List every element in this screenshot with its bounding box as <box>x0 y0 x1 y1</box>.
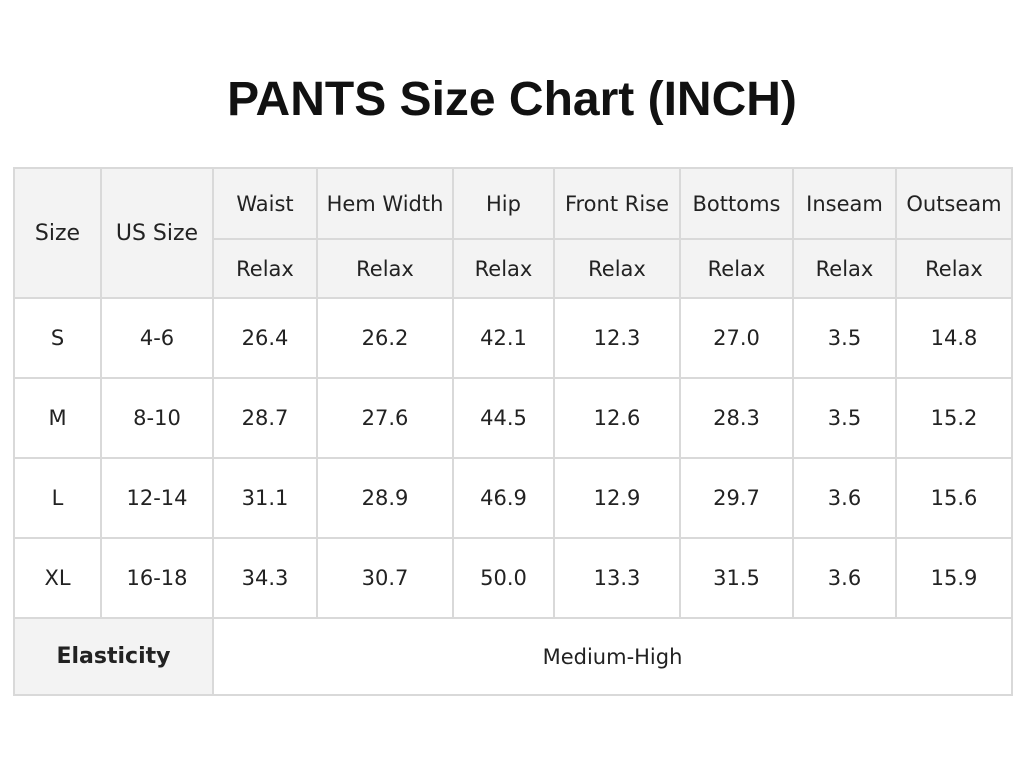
subheader-cell: Relax <box>452 238 555 299</box>
subheader-cell: Relax <box>792 238 897 299</box>
data-cell: 28.3 <box>679 377 794 459</box>
data-cell: 16-18 <box>100 537 214 619</box>
data-row: XL 16-18 34.3 30.7 50.0 13.3 31.5 3.6 15.9 <box>13 537 1013 619</box>
header-cell: Waist <box>212 167 318 240</box>
subheader-cell: Relax <box>895 238 1013 299</box>
footer-row: Elasticity Medium-High <box>13 617 1013 696</box>
header-row: Size US Size Waist Hem Width Hip Front Rise Bo… <box>13 167 1013 299</box>
data-row: M 8-10 28.7 27.6 44.5 12.6 28.3 3.5 15.2 <box>13 377 1013 459</box>
subheader-cell: Relax <box>679 238 794 299</box>
data-cell: 31.5 <box>679 537 794 619</box>
data-cell: 3.6 <box>792 537 897 619</box>
data-cell: 29.7 <box>679 457 794 539</box>
data-cell: 15.2 <box>895 377 1013 459</box>
data-cell: 3.5 <box>792 297 897 379</box>
subheader-cell: Relax <box>212 238 318 299</box>
data-cell: 15.6 <box>895 457 1013 539</box>
data-cell: 34.3 <box>212 537 318 619</box>
title: PANTS Size Chart (INCH) <box>227 73 797 126</box>
data-cell: 12-14 <box>100 457 214 539</box>
header-cell: Inseam <box>792 167 897 240</box>
data-cell: 42.1 <box>452 297 555 379</box>
data-row: L 12-14 31.1 28.9 46.9 12.9 29.7 3.6 15.6 <box>13 457 1013 539</box>
data-cell: 3.6 <box>792 457 897 539</box>
footer-value: Medium-High <box>212 617 1013 696</box>
header-cell: Outseam <box>895 167 1013 240</box>
data-cell: 27.6 <box>316 377 454 459</box>
data-row: S 4-6 26.4 26.2 42.1 12.3 27.0 3.5 14.8 <box>13 297 1013 379</box>
data-cell: M <box>13 377 102 459</box>
data-cell: XL <box>13 537 102 619</box>
data-cell: 15.9 <box>895 537 1013 619</box>
subheader-cell: Relax <box>316 238 454 299</box>
data-cell: 13.3 <box>553 537 681 619</box>
data-cell: 28.7 <box>212 377 318 459</box>
header-cell: Front Rise <box>553 167 681 240</box>
data-cell: 27.0 <box>679 297 794 379</box>
header-cell: Hem Width <box>316 167 454 240</box>
data-cell: 46.9 <box>452 457 555 539</box>
data-cell: 8-10 <box>100 377 214 459</box>
data-cell: 44.5 <box>452 377 555 459</box>
data-cell: 26.4 <box>212 297 318 379</box>
header-cell: Hip <box>452 167 555 240</box>
size-table: Size US Size Waist Hem Width Hip Front Rise Bo… <box>13 167 1013 696</box>
data-cell: 14.8 <box>895 297 1013 379</box>
data-cell: 12.9 <box>553 457 681 539</box>
header-cell: Bottoms <box>679 167 794 240</box>
data-cell: 3.5 <box>792 377 897 459</box>
subheader-row: Relax Relax Relax Relax Relax Relax Relax <box>14 238 1013 299</box>
subheader-cell: Relax <box>553 238 681 299</box>
data-cell: L <box>13 457 102 539</box>
data-cell: 12.6 <box>553 377 681 459</box>
data-cell: 12.3 <box>553 297 681 379</box>
data-cell: 50.0 <box>452 537 555 619</box>
footer-label: Elasticity <box>13 617 214 696</box>
header-cell: US Size <box>100 167 214 299</box>
data-cell: 28.9 <box>316 457 454 539</box>
data-cell: S <box>13 297 102 379</box>
data-cell: 31.1 <box>212 457 318 539</box>
data-cell: 4-6 <box>100 297 214 379</box>
header-cell: Size <box>13 167 102 299</box>
data-cell: 30.7 <box>316 537 454 619</box>
data-cell: 26.2 <box>316 297 454 379</box>
